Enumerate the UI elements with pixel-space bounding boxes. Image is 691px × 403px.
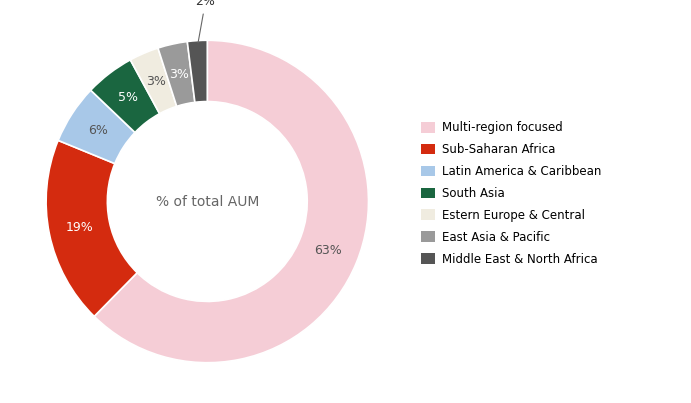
Text: 2%: 2% <box>196 0 216 43</box>
Wedge shape <box>131 48 177 114</box>
Text: 63%: 63% <box>314 245 342 258</box>
Text: % of total AUM: % of total AUM <box>155 195 259 208</box>
Wedge shape <box>91 60 160 133</box>
Wedge shape <box>46 140 138 316</box>
Text: 6%: 6% <box>88 124 108 137</box>
Wedge shape <box>158 42 195 106</box>
Text: 3%: 3% <box>146 75 166 88</box>
Legend: Multi-region focused, Sub-Saharan Africa, Latin America & Caribbean, South Asia,: Multi-region focused, Sub-Saharan Africa… <box>421 121 601 266</box>
Text: 5%: 5% <box>118 91 138 104</box>
Wedge shape <box>187 40 207 102</box>
Wedge shape <box>58 90 135 164</box>
Text: 19%: 19% <box>66 221 93 234</box>
Wedge shape <box>94 40 368 363</box>
Text: 3%: 3% <box>169 68 189 81</box>
